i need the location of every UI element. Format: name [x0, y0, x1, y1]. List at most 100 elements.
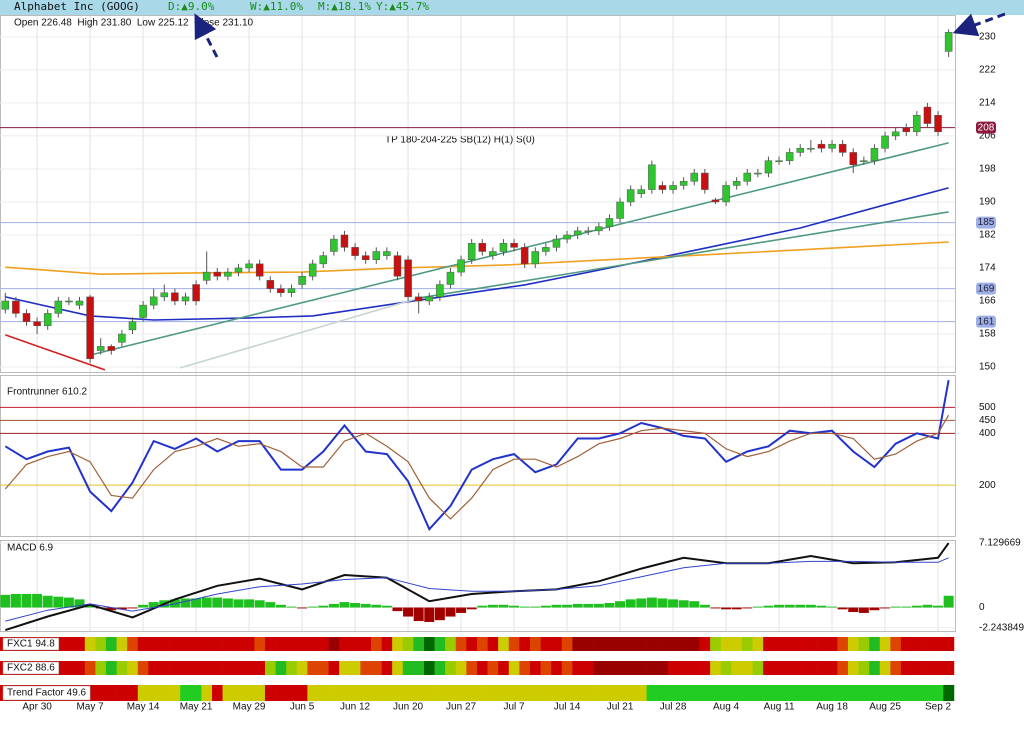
candle-body [785, 152, 794, 161]
strip-cell [190, 685, 202, 701]
y-tick-label: 206 [979, 131, 996, 142]
strip-cell [434, 637, 446, 651]
histogram-bar [116, 607, 127, 610]
histogram-bar [784, 604, 795, 608]
strip-cell [95, 661, 107, 675]
strip-cell [466, 637, 478, 651]
main-panel [0, 15, 956, 373]
histogram-bar [212, 597, 223, 608]
strip-cell [158, 685, 170, 701]
x-tick-label: Jul 14 [554, 702, 581, 713]
candle-body [849, 152, 857, 166]
histogram-bar [424, 607, 435, 622]
strip-cell [476, 661, 488, 675]
strip-cell [498, 637, 510, 651]
day-change: D:▲9.0% [168, 0, 215, 13]
candle-body [86, 296, 94, 360]
histogram-bar [933, 605, 944, 608]
strip-cell [63, 661, 75, 675]
strip-cell [646, 637, 658, 651]
strip-cell [328, 661, 340, 675]
candle-body [1, 300, 10, 310]
x-tick-label: Jun 12 [340, 702, 370, 713]
strip-cell [339, 637, 351, 651]
level-label-box [976, 216, 996, 229]
symbol-title: Alphabet Inc (GOOG) [14, 0, 140, 13]
strip-cell [593, 637, 605, 651]
overlay-line [5, 334, 106, 371]
strip-cell [116, 685, 128, 701]
candle-body [446, 271, 455, 285]
strip-cell [190, 661, 202, 675]
candle-body [563, 234, 571, 240]
y-tick-label: 190 [979, 197, 996, 208]
strip-cell [869, 685, 881, 701]
histogram-bar [519, 606, 530, 608]
strip-cell [180, 637, 192, 651]
strip-cell [646, 661, 658, 675]
candle-body [181, 296, 190, 302]
strip-cell [604, 661, 616, 675]
candle-body [96, 346, 105, 351]
candle-body [510, 242, 518, 248]
candle-body [743, 172, 752, 182]
level-label-box [976, 282, 996, 295]
ohlc-info: Open 226.48 High 231.80 Low 225.12 Close… [14, 18, 254, 29]
histogram-bar [10, 593, 21, 608]
histogram-bar [477, 605, 488, 608]
strip-cell [858, 685, 870, 701]
histogram-bar [625, 599, 636, 608]
candle-body [595, 226, 603, 232]
histogram-bar [74, 599, 85, 608]
overlay-line [179, 297, 419, 369]
strip-cell [137, 637, 149, 651]
histogram-bar [774, 604, 785, 608]
strip-cell [275, 637, 287, 651]
candle-body [764, 160, 773, 174]
strip-cell [254, 637, 266, 651]
month-change: M:▲18.1% [318, 0, 371, 13]
strip-cell [604, 685, 616, 701]
histogram-bar [456, 607, 467, 613]
strip-cell [519, 685, 531, 701]
strip-cell [943, 685, 955, 701]
histogram-bar [742, 607, 753, 609]
candle-body [287, 288, 296, 294]
strip-cell [551, 661, 563, 675]
y-tick-label: 214 [979, 98, 996, 109]
x-tick-label: May 29 [233, 702, 266, 713]
level-label-box [976, 121, 996, 134]
y-tick-label: 182 [979, 230, 996, 241]
histogram-bar [880, 607, 891, 609]
arrow [952, 12, 1006, 37]
candle-body [372, 251, 381, 260]
histogram-bar [42, 595, 53, 608]
strip-cell [370, 685, 382, 701]
strip-cell [667, 685, 679, 701]
strip-cell [572, 685, 584, 701]
strip-cell [741, 685, 753, 701]
candle-body [213, 271, 222, 277]
strip-cell [826, 685, 838, 701]
strip-cell [381, 637, 393, 651]
strip-cell [922, 637, 934, 651]
x-tick-label: Jul 7 [504, 702, 526, 713]
strip-cell [328, 637, 340, 651]
x-tick-label: Jul 21 [607, 702, 634, 713]
strip-cell [413, 661, 425, 675]
candle-body [531, 251, 540, 265]
histogram-bar [339, 602, 350, 608]
histogram-bar [890, 606, 901, 608]
strip-cell [752, 637, 764, 651]
level-label: 161 [978, 316, 995, 327]
histogram-bar [636, 598, 647, 608]
y-tick-label: 198 [979, 164, 996, 175]
strip-cell [551, 637, 563, 651]
histogram-bar [445, 607, 456, 617]
strip-cell [317, 637, 329, 651]
strip-cell [423, 661, 435, 675]
candle-body [224, 271, 232, 277]
strip-cell [508, 685, 520, 701]
histogram-bar [392, 607, 403, 612]
